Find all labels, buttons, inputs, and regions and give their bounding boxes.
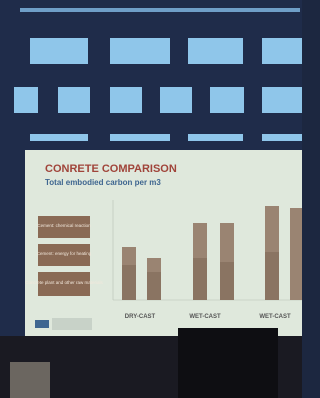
- logo: [52, 318, 92, 330]
- table: [10, 362, 50, 398]
- legend-label: Cement: chemical reaction: [37, 223, 91, 228]
- group-label: WET-CAST: [189, 314, 221, 320]
- slide-title: CONRETE COMPARISON: [45, 163, 177, 175]
- page: CONRETE COMPARISON Total embodied carbon…: [0, 0, 302, 398]
- group-label: WET-CAST: [259, 314, 291, 320]
- legend-label: Concrete plant and other raw materials: [25, 280, 103, 285]
- group-label: DRY-CAST: [125, 314, 156, 320]
- slide-subtitle: Total embodied carbon per m3: [45, 178, 161, 187]
- legend-label: Cement: energy for heating: [37, 251, 92, 256]
- logo: [35, 320, 49, 328]
- podium: [178, 328, 278, 398]
- photo: CONRETE COMPARISON Total embodied carbon…: [0, 0, 302, 398]
